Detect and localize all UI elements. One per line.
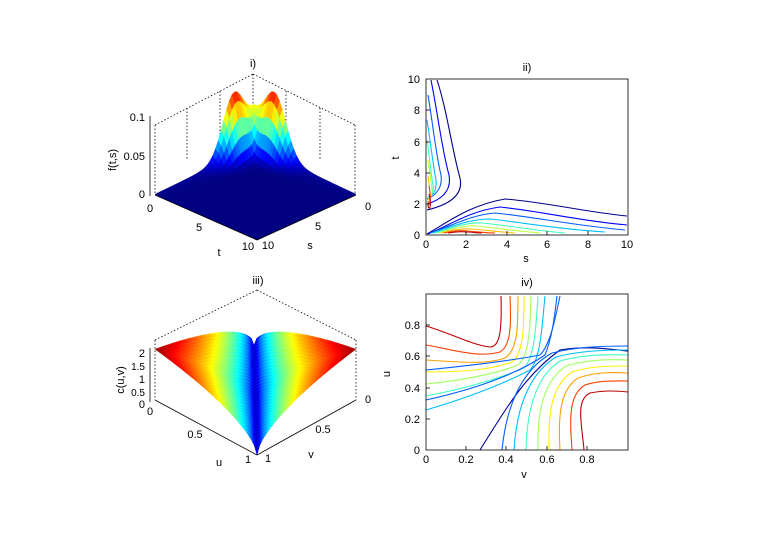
- panel-iii-box: [154, 289, 357, 400]
- panel-ii-ytick-8: 8: [414, 105, 420, 117]
- panel-ii-xtick-8: 8: [585, 239, 591, 251]
- panel-ii: ii): [390, 62, 633, 265]
- panel-i-ztick-0.1: 0.1: [130, 112, 145, 124]
- panel-iii-ytick-0: 0: [365, 394, 371, 406]
- panel-iv-ytick-0.8: 0.8: [405, 320, 420, 332]
- panel-iii-ztick-1.5: 1.5: [131, 362, 145, 373]
- panel-iv-title: iv): [521, 277, 533, 289]
- panel-ii-ticks: [426, 109, 589, 235]
- panel-iii-xtick-1: 1: [245, 454, 251, 466]
- panel-ii-frame: [425, 78, 629, 236]
- panel-iv-ylabel: u: [381, 371, 393, 377]
- panel-ii-title: ii): [523, 62, 532, 74]
- panel-i-ytick-0: 0: [365, 201, 371, 213]
- panel-iv-xtick-0.4: 0.4: [498, 454, 513, 466]
- panel-i-ylabel: s: [307, 240, 313, 252]
- panel-iii-ytick-1: 1: [265, 453, 271, 465]
- panel-iv-frame: [425, 293, 629, 451]
- panel-i-title: i): [250, 58, 256, 70]
- panel-iii-ylabel: v: [308, 449, 314, 461]
- panel-i-zlabel: f(t,s): [107, 149, 119, 171]
- panel-ii-ylabel: t: [390, 156, 402, 159]
- panel-i: i) 0.1 0.05 0 f(t,s) 0 5 10 t 10 5 0 s: [107, 58, 371, 259]
- panel-i-surface: [154, 91, 357, 241]
- panel-iii-surface-patch: [251, 338, 257, 349]
- panel-iv-ticks: [426, 324, 588, 450]
- panel-iii-ztick-0: 0: [139, 399, 145, 411]
- panel-iv-xtick-0: 0: [423, 454, 429, 466]
- panel-ii-xtick-10: 10: [621, 239, 633, 251]
- panel-iii-surface: [154, 331, 357, 456]
- panel-i-xtick-10: 10: [242, 241, 254, 253]
- panel-ii-contours: [426, 79, 628, 235]
- panel-iii-ytick-0.5: 0.5: [315, 424, 330, 436]
- panel-i-surface-patch: [250, 104, 258, 108]
- panel-ii-xtick-0: 0: [423, 239, 429, 251]
- panel-iii-ztick-1: 1: [139, 374, 145, 386]
- panel-ii-ytick-0: 0: [414, 230, 420, 242]
- panel-ii-ytick-4: 4: [414, 168, 420, 180]
- panel-i-ztick-0: 0: [139, 189, 145, 201]
- panel-iv-xtick-0.6: 0.6: [539, 454, 554, 466]
- panel-i-ytick-5: 5: [315, 221, 321, 233]
- panel-iv: iv): [381, 277, 629, 481]
- panel-iv-xtick-0.2: 0.2: [458, 454, 473, 466]
- panel-iii-xtick-0.5: 0.5: [187, 429, 202, 441]
- panel-ii-xtick-6: 6: [544, 239, 550, 251]
- panel-iii-xlabel: u: [216, 457, 222, 469]
- panel-iii-zlabel: c(u,v): [115, 366, 127, 394]
- panel-ii-xlabel: s: [523, 253, 529, 265]
- panel-iii-title: iii): [253, 275, 264, 287]
- panel-iii-ztick-0.5: 0.5: [131, 388, 145, 399]
- panel-iv-ytick-0.4: 0.4: [405, 383, 420, 395]
- panel-ii-ytick-6: 6: [414, 137, 420, 149]
- panel-ii-xtick-4: 4: [504, 239, 510, 251]
- panel-iii: iii) 2 1.5 1 0.5 0 c(u,v) 0 0.5 1 u 1 0.…: [115, 275, 371, 469]
- panel-iv-xlabel: v: [521, 469, 527, 481]
- panel-i-xtick-5: 5: [196, 222, 202, 234]
- panel-ii-ytick-2: 2: [414, 199, 420, 211]
- panel-iii-ztick-2: 2: [139, 348, 145, 360]
- panel-iv-contours: [425, 295, 629, 451]
- panel-iv-xtick-0.8: 0.8: [579, 454, 594, 466]
- panel-i-ztick-0.05: 0.05: [124, 151, 145, 163]
- panel-iv-ytick-0.2: 0.2: [405, 414, 420, 426]
- panel-i-ytick-10: 10: [262, 240, 274, 252]
- panel-iii-xtick-0: 0: [147, 406, 153, 418]
- panel-iv-ytick-0: 0: [414, 445, 420, 457]
- panel-iii-axes: [149, 348, 357, 456]
- panel-ii-xtick-2: 2: [463, 239, 469, 251]
- panel-iv-ytick-0.6: 0.6: [405, 351, 420, 363]
- panel-i-axes: [149, 116, 357, 241]
- panel-ii-ytick-10: 10: [408, 74, 420, 86]
- panel-i-xtick-0: 0: [147, 203, 153, 215]
- panel-i-xlabel: t: [217, 247, 220, 259]
